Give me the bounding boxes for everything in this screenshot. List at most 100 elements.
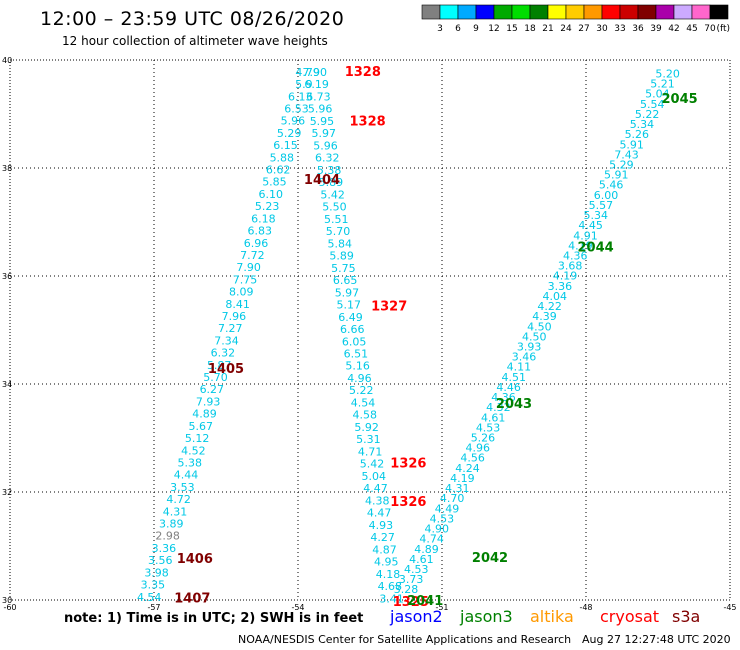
swh-value-label: 4.49 [435,502,460,515]
colorbar-swatch [583,4,603,20]
swh-value-label: 6.00 [594,189,619,202]
swh-value-label: 7.90 [303,66,328,79]
swh-value-label: 4.47 [363,482,388,495]
y-tick-label: 34 [2,380,12,389]
chart-grid [9,59,731,601]
colorbar-tick-label: 30 [596,24,608,34]
colorbar-tick-label: 36 [632,24,644,34]
swh-value-label: 4.46 [496,381,521,394]
swh-value-label: 5.97 [335,286,360,299]
swh-value-label: 3.56 [148,554,173,567]
swh-value-label: 8.41 [225,298,250,311]
color-legend: 3 6 9 12 15 18 21 24 27 30 33 36 39 42 45 70 (ft) [421,4,730,34]
swh-value-label: 6.10 [259,188,284,201]
swh-value-label: 5.67 [189,420,214,433]
pass-number-label: 1406 [177,552,213,567]
swh-value-label: 5.51 [324,213,349,226]
colorbar-tick-label: 6 [455,24,461,34]
swh-value-label: 4.52 [181,444,206,457]
swh-value-label: 6.15 [273,139,298,152]
y-tick-label: 38 [2,164,12,173]
colorbar-swatch [457,4,477,20]
colorbar-swatch [475,4,495,20]
colorbar-tick-label: 3 [437,24,443,34]
colorbar-swatch [673,4,693,20]
swh-value-label: 4.61 [409,553,434,566]
colorbar-swatch [565,4,585,20]
swh-value-label: 4.53 [430,512,455,525]
swh-value-label: 4.18 [376,568,401,581]
swh-value-label: 4.79 [295,66,320,79]
colorbar-swatch [529,4,549,20]
swh-value-label: 5.42 [320,188,345,201]
swh-value-label: 4.54 [351,396,376,409]
colorbar-tick-label: 27 [578,24,589,34]
footer-timestamp: Aug 27 12:27:48 UTC 2020 [582,633,731,646]
swh-value-label: 5.89 [319,176,344,189]
satellite-legend-jason2: jason2 [390,607,443,626]
swh-value-label: 6.32 [211,347,236,360]
pass-number-label: 1328 [345,65,381,80]
pass-number-label: 1326 [390,456,426,471]
swh-value-label: 4.90 [425,523,450,536]
colorbar-tick-label: 39 [650,24,662,34]
footer-credit: NOAA/NESDIS Center for Satellite Applica… [238,633,572,646]
swh-value-label: 5.89 [329,250,354,263]
swh-value-label: 5.84 [328,237,353,250]
swh-value-label: 7.43 [614,148,639,161]
swh-value-label: 6.32 [315,152,340,165]
swh-value-label: 4.71 [358,445,383,458]
swh-value-label: 4.96 [466,442,491,455]
swh-value-label: 3.98 [144,566,169,579]
swh-value-label: 4.04 [543,290,568,303]
swh-value-label: 3.41 [379,592,404,605]
colorbar-tick-label: 42 [668,24,679,34]
swh-value-label: 4.31 [445,482,470,495]
footer-note: note: 1) Time is in UTC; 2) SWH is in fe… [64,611,364,626]
swh-value-label: 4.51 [501,371,526,384]
pass-number-label: 1325 [393,595,429,610]
swh-value-label: 5.16 [345,360,370,373]
colorbar-swatch [601,4,621,20]
swh-value-label: 2.98 [155,530,180,543]
x-tick-label: -57 [147,603,160,612]
swh-value-label: 4.47 [367,507,392,520]
colorbar-tick-label: 33 [614,24,625,34]
swh-value-label: 4.19 [568,239,593,252]
wave-height-points: 4.543.353.983.563.362.983.894.314.723.53… [137,66,680,606]
swh-value-label: 7.75 [233,273,258,286]
swh-value-label: 6.83 [247,225,272,238]
swh-value-label: 4.50 [527,320,552,333]
swh-value-label: 5.38 [317,164,342,177]
colorbar-tick-label: 24 [560,24,572,34]
swh-value-label: 4.61 [481,411,506,424]
swh-value-label: 5.22 [349,384,374,397]
pass-number-label: 1405 [208,362,244,377]
chart-axes: -60 -57 -54 -51 -48 -45 30 32 34 36 38 40 [2,56,737,612]
swh-value-label: 5.21 [650,78,675,91]
swh-value-label: 5.26 [471,432,496,445]
page-title: 12:00 – 23:59 UTC 08/26/2020 [40,8,345,30]
swh-value-label: 6.18 [251,212,276,225]
swh-value-label: 3.36 [548,280,573,293]
swh-value-label: 5.9 [295,78,313,91]
swh-value-label: 4.91 [573,229,598,242]
swh-value-label: 3.36 [152,542,177,555]
swh-value-label: 3.28 [394,583,419,596]
swh-value-label: 4.38 [365,494,390,507]
swh-value-label: 5.29 [277,127,302,140]
swh-value-label: 6.13 [288,90,313,103]
swh-value-label: 5.97 [311,127,336,140]
satellite-legend-s3a: s3a [672,607,701,626]
swh-value-label: 3.53 [170,481,195,494]
swh-value-label: 4.11 [507,361,532,374]
swh-value-label: 5.96 [308,103,333,116]
y-tick-label: 32 [2,488,12,497]
pass-number-label: 1327 [371,300,407,315]
plot-frame [9,59,731,601]
swh-value-label: 4.50 [522,330,547,343]
swh-value-label: 6.65 [333,274,358,287]
swh-value-label: 4.93 [369,519,394,532]
swh-value-label: 7.34 [214,334,239,347]
